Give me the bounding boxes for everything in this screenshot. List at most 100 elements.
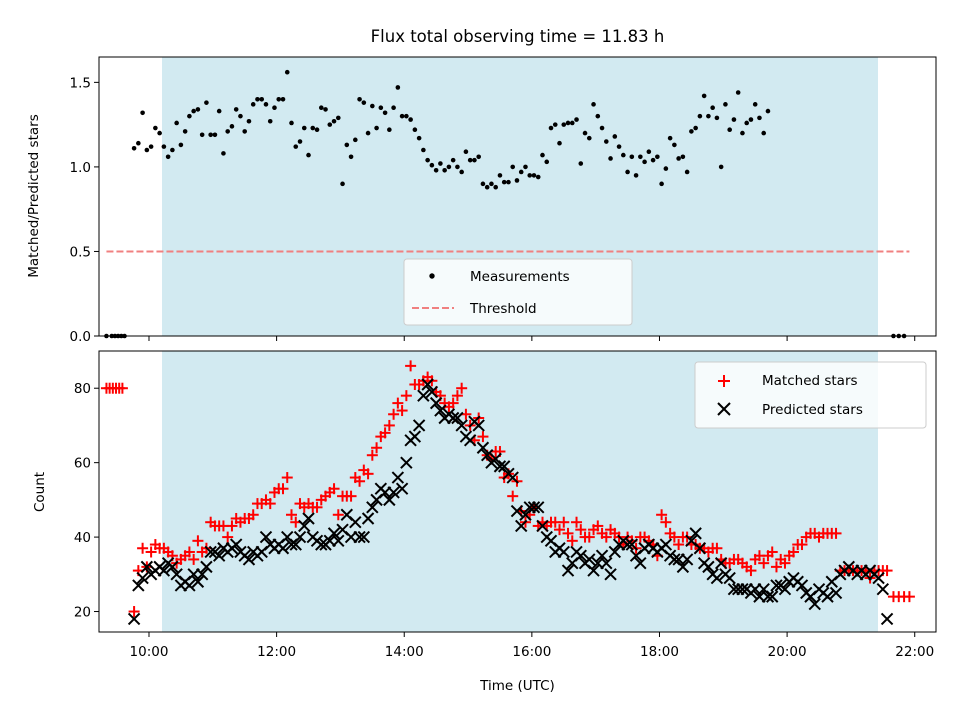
measurement-point <box>472 157 477 163</box>
bottom-y-tick-label: 60 <box>74 456 91 472</box>
measurement-point <box>412 127 418 133</box>
matched-star-point <box>311 501 323 513</box>
measurement-point <box>638 154 643 160</box>
matched-star-point <box>354 475 366 487</box>
predicted-star-point <box>587 564 600 577</box>
measurement-point <box>684 169 690 175</box>
measurement-point <box>629 154 635 160</box>
x-tick-label: 22:00 <box>895 644 934 660</box>
predicted-star-point <box>229 538 243 551</box>
measurement-point <box>289 120 294 126</box>
measurement-point <box>331 118 337 124</box>
predicted-star-point <box>136 571 149 585</box>
matched-star-point <box>392 397 404 409</box>
measurement-point <box>153 125 158 131</box>
measurement-point <box>582 130 588 136</box>
measurement-point <box>284 69 290 75</box>
x-tick-label: 18:00 <box>640 644 679 660</box>
measurement-point <box>467 157 473 163</box>
measurement-point <box>178 142 184 148</box>
measurement-point <box>697 113 703 119</box>
matched-star-point <box>277 483 289 495</box>
measurement-point <box>557 140 562 146</box>
bottom-legend: Matched stars Predicted stars <box>694 361 927 429</box>
measurement-point <box>335 115 341 121</box>
top-legend: Measurements Threshold <box>403 258 633 326</box>
predicted-star-point <box>676 560 690 574</box>
measurement-point <box>263 102 269 107</box>
matched-star-point <box>183 546 195 558</box>
measurement-point <box>191 108 196 114</box>
predicted-star-point <box>604 568 617 581</box>
measurement-point <box>157 130 162 136</box>
predicted-star-point <box>127 612 141 626</box>
measurement-point <box>242 129 248 134</box>
measurement-point <box>140 110 145 116</box>
measurement-point <box>731 117 737 122</box>
top-y-tick-label: 0.0 <box>70 329 91 345</box>
matched-star-point <box>447 397 459 409</box>
predicted-star-point <box>391 471 405 484</box>
x-tick-label: 12:00 <box>257 644 296 660</box>
measurement-point <box>353 137 358 143</box>
measurement-point <box>378 105 384 111</box>
predicted-star-point <box>276 542 290 555</box>
predicted-star-point <box>625 538 639 551</box>
matched-star-point <box>281 472 293 484</box>
measurement-point <box>391 105 396 111</box>
measurement-point <box>438 161 443 166</box>
measurement-point <box>667 135 673 141</box>
measurement-point <box>221 151 226 156</box>
measurement-point <box>497 173 503 178</box>
measurement-point <box>161 144 167 149</box>
predicted-star-point <box>349 515 362 529</box>
measurement-point <box>706 113 711 119</box>
measurement-point <box>450 157 456 163</box>
measurement-point <box>655 154 660 160</box>
predicted-star-point <box>417 389 430 402</box>
predicted-star-point <box>595 549 609 562</box>
predicted-star-point <box>353 530 366 544</box>
measurement-point <box>293 144 299 149</box>
predicted-star-point <box>400 456 413 469</box>
matched-star-point <box>400 390 412 402</box>
matched-star-point <box>456 382 468 394</box>
measurement-point <box>225 129 230 134</box>
predicted-star-point <box>327 527 341 540</box>
predicted-star-point <box>302 512 315 525</box>
matched-star-point <box>507 490 519 502</box>
predicted-star-point <box>778 582 792 596</box>
measurement-point <box>408 117 413 122</box>
predicted-star-point <box>808 597 821 611</box>
predicted-star-point <box>421 378 434 391</box>
predicted-star-point <box>689 527 702 540</box>
matched-star-point <box>345 490 357 502</box>
predicted-star-point <box>472 419 485 432</box>
predicted-star-point <box>795 579 809 592</box>
predicted-star-point <box>532 501 545 514</box>
matched-star-point <box>226 520 238 532</box>
predicted-star-point <box>157 564 171 577</box>
matched-star-point <box>222 531 234 543</box>
predicted-star-point <box>455 419 468 432</box>
top-y-tick-label: 0.5 <box>70 244 91 260</box>
matched-star-point <box>558 516 570 528</box>
measurement-point <box>204 100 209 105</box>
predicted-star-point <box>702 560 715 574</box>
measurement-point <box>323 107 328 112</box>
matched-star-point <box>145 546 157 558</box>
matched-star-point <box>247 509 259 521</box>
measurement-point <box>718 164 724 170</box>
matched-star-point <box>116 382 128 394</box>
predicted-star-point <box>366 501 379 514</box>
matched-star-point <box>711 542 723 554</box>
measurement-point <box>523 164 528 170</box>
predicted-star-point <box>242 553 256 566</box>
predicted-star-point <box>293 530 307 544</box>
measurement-point <box>493 184 498 190</box>
matched-star-point <box>745 565 757 577</box>
legend-measurements-marker <box>429 273 435 279</box>
predicted-star-point <box>212 549 226 562</box>
measurement-point <box>357 96 362 102</box>
measurement-point <box>735 90 741 95</box>
